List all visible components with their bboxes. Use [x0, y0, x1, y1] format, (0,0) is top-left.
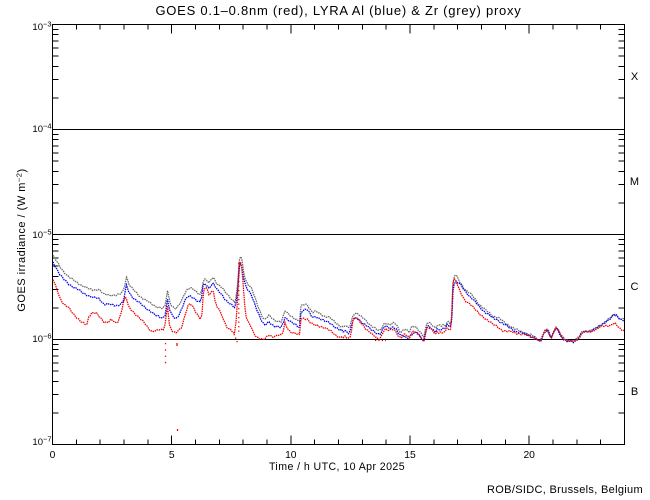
svg-text:−6: −6	[43, 332, 52, 341]
svg-text:0: 0	[50, 450, 56, 461]
svg-text:ROB/SIDC, Brussels, Belgium: ROB/SIDC, Brussels, Belgium	[487, 484, 643, 496]
svg-text:5: 5	[169, 450, 175, 461]
svg-text:−4: −4	[43, 122, 52, 131]
svg-text:GOES irradiance / (W m−2): GOES irradiance / (W m−2)	[15, 168, 29, 311]
svg-text:GOES 0.1–0.8nm (red), LYRA Al: GOES 0.1–0.8nm (red), LYRA Al (blue) & Z…	[155, 3, 521, 18]
svg-text:−5: −5	[43, 228, 52, 237]
svg-text:10: 10	[32, 230, 43, 241]
svg-text:−3: −3	[43, 20, 52, 29]
svg-text:B: B	[631, 386, 638, 398]
svg-text:10: 10	[32, 124, 43, 135]
svg-text:C: C	[631, 281, 639, 293]
svg-text:20: 20	[523, 450, 535, 461]
svg-text:15: 15	[404, 450, 416, 461]
svg-text:10: 10	[285, 450, 297, 461]
svg-text:Time / h UTC, 10 Apr 2025: Time / h UTC, 10 Apr 2025	[269, 461, 405, 473]
svg-text:10: 10	[32, 437, 43, 448]
svg-text:X: X	[631, 71, 639, 83]
svg-text:M: M	[630, 176, 639, 188]
svg-text:−7: −7	[43, 435, 52, 444]
svg-text:10: 10	[32, 22, 43, 33]
svg-text:10: 10	[32, 334, 43, 345]
